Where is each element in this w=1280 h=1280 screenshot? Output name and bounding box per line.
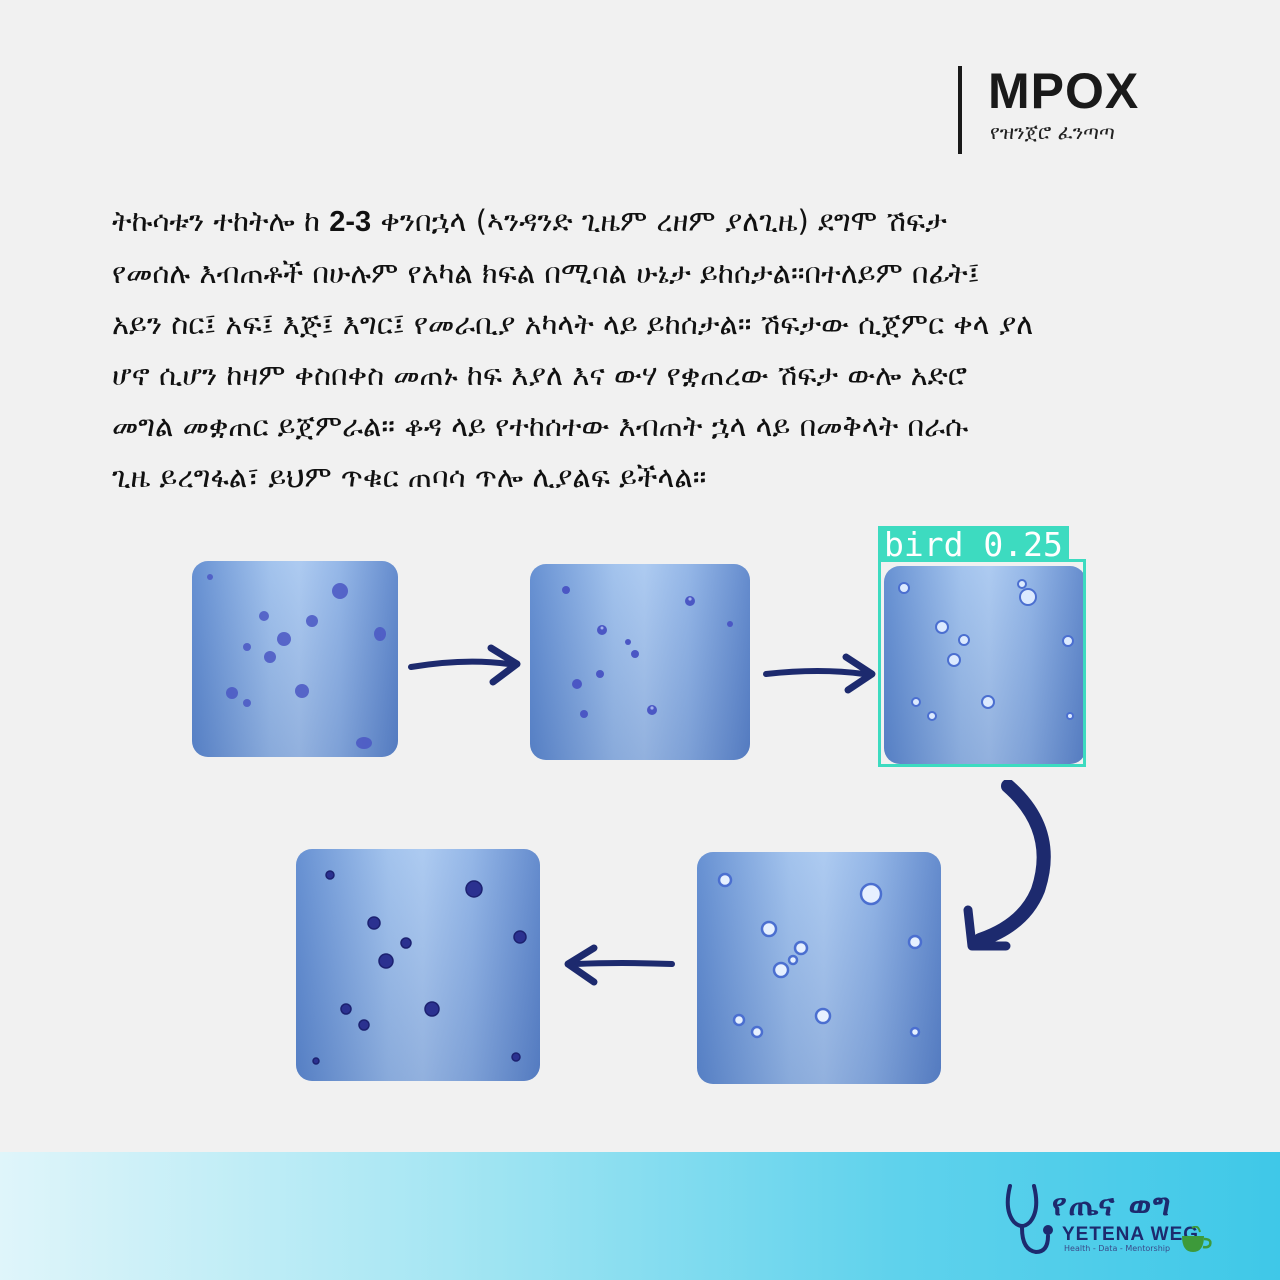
arrow-curved-down-icon: [963, 780, 1051, 951]
stage-image-vesicles: [884, 566, 1086, 764]
body-paragraph: ትኩሳቱን ተከትሎ ከ 2-3 ቀንበኋላ (ኣንዳንድ ጊዜም ረዘም ያለ…: [112, 196, 1222, 503]
body-line-3: አይን ስር፤ አፍ፤ እጅ፤ እግር፤ የመራቢያ አካላት ላይ ይከሰታል…: [112, 307, 1034, 341]
body-line-4: ሆኖ ሲሆን ከዛም ቀስበቀስ መጠኑ ከፍ እያለ እና ውሃ የቋጠረው …: [112, 358, 967, 392]
logo-english: YETENA WEG: [1062, 1224, 1200, 1245]
brand-subtitle: የዝንጀሮ ፈንጣጣ: [990, 120, 1115, 144]
brand-divider: [958, 66, 962, 154]
tea-cup-icon: [1182, 1226, 1212, 1252]
day-range: 2-3: [329, 206, 372, 238]
arrow-right-icon: [763, 653, 876, 694]
body-line-1: ትኩሳቱን ተከትሎ ከ 2-3 ቀንበኋላ (ኣንዳንድ ጊዜም ረዘም ያለ…: [112, 204, 947, 238]
body-line-5: መግል መቋጠር ይጀምራል። ቆዳ ላይ የተከሰተው እብጠት ኋላ ላይ …: [112, 409, 969, 443]
vesicle-spots: [898, 579, 1074, 721]
stage-image-papules: [530, 564, 750, 760]
pustule-spots: [717, 872, 923, 1039]
scab-spots: [312, 870, 527, 1065]
brand-title: MPOX: [988, 63, 1140, 119]
stage-image-macules: [192, 561, 398, 757]
papule-spots: [562, 586, 733, 718]
detection-label: bird 0.25: [878, 526, 1069, 564]
body-line-6: ጊዜ ይረግፋል፣ ይህም ጥቁር ጠባሳ ጥሎ ሊያልፍ ይችላል።: [112, 460, 707, 494]
logo-tagline: Health - Data - Mentorship: [1064, 1244, 1171, 1253]
stage-image-pustules: [697, 852, 941, 1084]
macule-spots: [207, 574, 386, 749]
stethoscope-icon: [1005, 1184, 1053, 1255]
stage-image-scabs: [296, 849, 540, 1081]
logo-amharic: የጤና ወግ: [1052, 1188, 1173, 1223]
arrow-right-icon: [408, 644, 521, 686]
body-line-2: የመሰሉ እብጠቶች በሁሉም የአካል ክፍል በሚባል ሁኔታ ይከሰታል።…: [112, 256, 980, 290]
arrow-left-icon: [564, 944, 675, 986]
yetena-weg-logo: የጤና ወግ YETENA WEG Health - Data - Mentor…: [1000, 1180, 1220, 1270]
footer-band: [0, 1152, 1280, 1280]
